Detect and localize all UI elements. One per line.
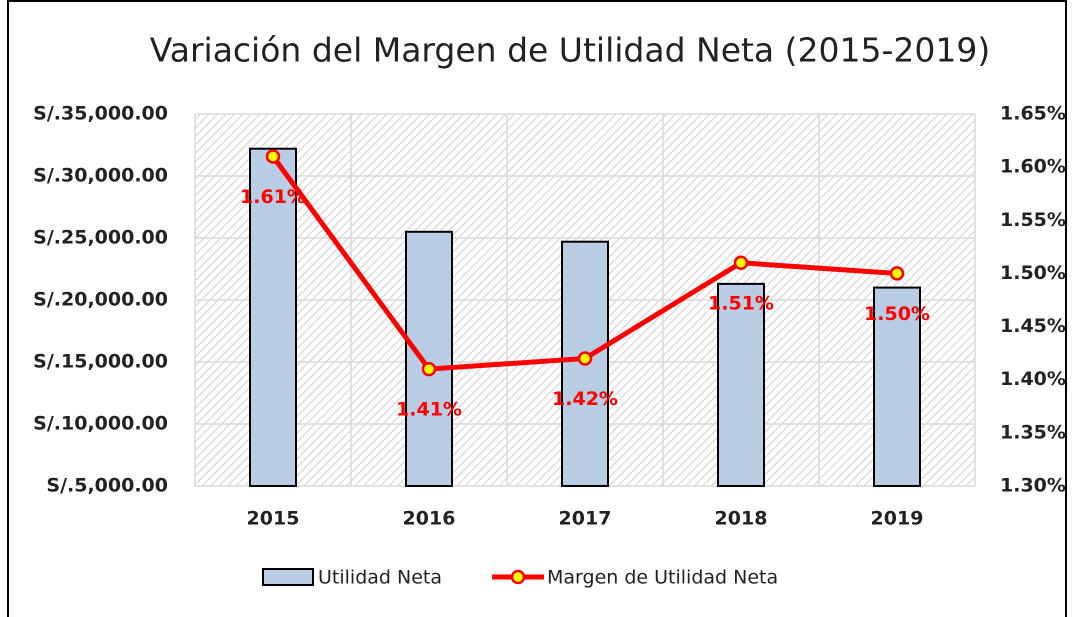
- y2-tick-label: 1.55%: [1000, 209, 1066, 231]
- bar: [873, 286, 921, 487]
- x-tick-label: 2015: [247, 508, 300, 530]
- y2-tick-label: 1.50%: [1000, 262, 1066, 284]
- data-label: 1.50%: [864, 303, 930, 325]
- bar: [717, 282, 765, 487]
- line-marker: [733, 255, 749, 271]
- line-marker: [577, 351, 593, 366]
- data-label: 1.42%: [552, 388, 618, 410]
- x-tick-label: 2016: [403, 508, 456, 530]
- line-marker: [265, 149, 281, 164]
- legend-swatch: [262, 568, 314, 586]
- line-marker: [889, 266, 905, 281]
- x-tick-label: 2019: [871, 508, 924, 530]
- data-label: 1.51%: [708, 292, 774, 314]
- y2-tick-label: 1.30%: [1000, 475, 1066, 497]
- y2-tick-label: 1.40%: [1000, 368, 1066, 390]
- data-label: 1.41%: [396, 399, 462, 421]
- y-tick-label: S/.20,000.00: [33, 289, 168, 311]
- x-tick-label: 2017: [559, 508, 612, 530]
- y2-tick-label: 1.60%: [1000, 156, 1066, 178]
- y2-tick-label: 1.35%: [1000, 421, 1066, 443]
- bar: [249, 147, 297, 487]
- line-marker: [421, 361, 437, 377]
- y-tick-label: S/.5,000.00: [46, 475, 168, 497]
- data-label: 1.61%: [240, 186, 306, 208]
- chart-title: Variación del Margen de Utilidad Neta (2…: [150, 31, 991, 70]
- y-tick-label: S/.30,000.00: [33, 165, 168, 187]
- x-tick-label: 2018: [715, 508, 768, 530]
- legend-label: Utilidad Neta: [318, 567, 442, 589]
- y-tick-label: S/.10,000.00: [33, 413, 168, 435]
- y-tick-label: S/.35,000.00: [33, 103, 168, 125]
- y-tick-label: S/.25,000.00: [33, 227, 168, 249]
- y2-tick-label: 1.45%: [1000, 315, 1066, 337]
- y2-tick-label: 1.65%: [1000, 103, 1066, 125]
- legend-label: Margen de Utilidad Neta: [547, 567, 778, 589]
- legend-marker: [510, 569, 526, 585]
- bar: [405, 230, 453, 487]
- y-tick-label: S/.15,000.00: [33, 351, 168, 373]
